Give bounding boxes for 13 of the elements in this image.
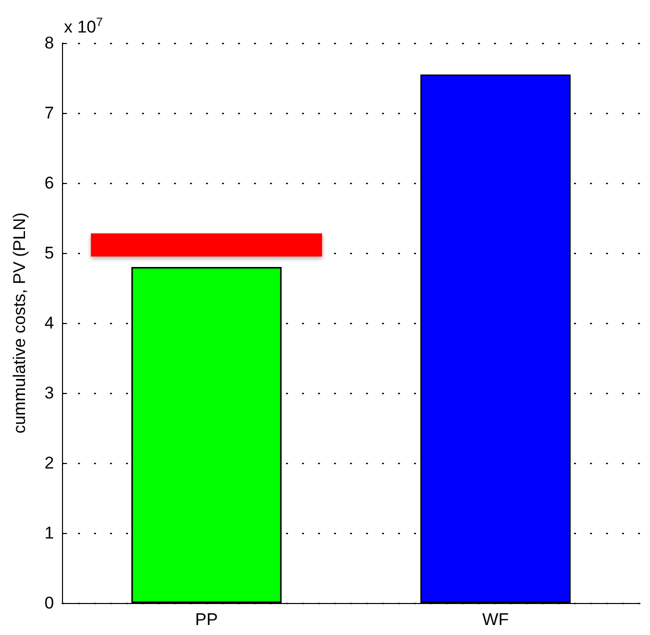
x-tick-label: PP: [195, 610, 218, 629]
y-tick-label: 6: [44, 174, 54, 192]
y-axis-title: cummulative costs, PV (PLN): [10, 212, 29, 434]
y-tick-label: 5: [44, 244, 54, 262]
y-tick-label: 2: [44, 454, 54, 472]
bar: [90, 233, 322, 256]
y-tick-label: 7: [44, 104, 54, 122]
y-tick-label: 8: [44, 34, 54, 52]
y-tick-label: 4: [44, 314, 54, 332]
y-tick-label: 1: [44, 524, 54, 542]
x-tick-label: WF: [482, 610, 509, 629]
y-tick-label: 0: [44, 594, 54, 612]
y-tick-label: 3: [44, 384, 54, 402]
